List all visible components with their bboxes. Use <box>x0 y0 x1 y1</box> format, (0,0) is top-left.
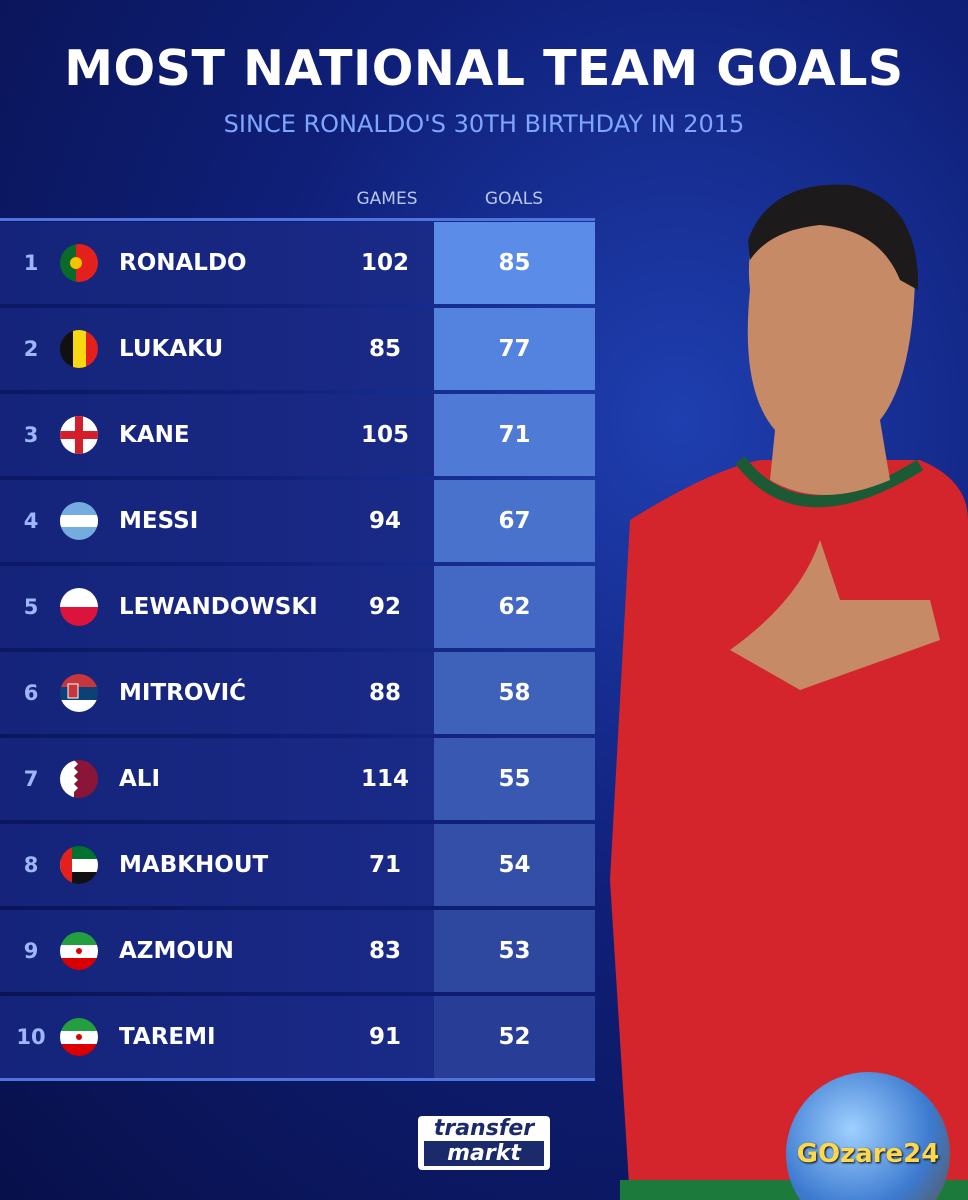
goals-cell: 67 <box>434 480 595 562</box>
goals: 77 <box>498 336 531 362</box>
rank: 6 <box>23 681 39 705</box>
rank: 4 <box>23 509 39 533</box>
goals-cell: 55 <box>434 738 595 820</box>
goals: 58 <box>498 680 531 706</box>
rank: 1 <box>23 251 39 275</box>
table-row: 1 RONALDO 102 85 <box>0 222 595 304</box>
column-header: GAMES <box>356 189 418 209</box>
logo: transfer markt <box>418 1116 550 1170</box>
subtitle: SINCE RONALDO'S 30TH BIRTHDAY IN 2015 <box>223 110 745 138</box>
player-name: KANE <box>119 422 190 448</box>
table-row: 5 LEWANDOWSKI 92 62 <box>0 566 595 648</box>
goals: 71 <box>498 422 531 448</box>
games: 91 <box>368 1024 401 1050</box>
goals: 85 <box>498 250 531 276</box>
table-row: 9 AZMOUN 83 53 <box>0 910 595 992</box>
player-photo <box>610 184 968 1200</box>
goals: 52 <box>498 1024 531 1050</box>
goals: 62 <box>498 594 531 620</box>
goals: 53 <box>498 938 531 964</box>
player-name: MABKHOUT <box>119 852 269 878</box>
player-name: ALI <box>119 766 161 792</box>
watermark: GOzare24 <box>786 1072 950 1200</box>
rank: 9 <box>23 939 39 963</box>
games: 94 <box>368 508 401 534</box>
table-row: 8 MABKHOUT 71 54 <box>0 824 595 906</box>
rank: 7 <box>23 767 39 791</box>
goals-cell: 52 <box>434 996 595 1078</box>
player-name: RONALDO <box>119 250 247 276</box>
games: 105 <box>360 422 409 448</box>
table-top-rule <box>0 218 595 221</box>
goals: 55 <box>498 766 531 792</box>
column-header: GOALS <box>484 189 544 209</box>
goals: 67 <box>498 508 531 534</box>
goals-cell: 58 <box>434 652 595 734</box>
rank: 8 <box>23 853 39 877</box>
games: 102 <box>360 250 409 276</box>
goals-cell: 71 <box>434 394 595 476</box>
table-row: 7 ALI 114 55 <box>0 738 595 820</box>
goals-cell: 85 <box>434 222 595 304</box>
logo-text: markt <box>424 1141 544 1166</box>
games: 85 <box>368 336 401 362</box>
games: 114 <box>360 766 409 792</box>
games: 71 <box>368 852 401 878</box>
logo-text: transfer <box>433 1116 535 1141</box>
games: 88 <box>368 680 401 706</box>
table-row: 10 TAREMI 91 52 <box>0 996 595 1078</box>
goals-cell: 53 <box>434 910 595 992</box>
rank: 10 <box>16 1025 46 1049</box>
player-name: MESSI <box>119 508 199 534</box>
flags <box>60 244 98 1056</box>
table-row: 4 MESSI 94 67 <box>0 480 595 562</box>
table-row: 2 LUKAKU 85 77 <box>0 308 595 390</box>
rank: 3 <box>23 423 39 447</box>
rank: 5 <box>23 595 39 619</box>
title: MOST NATIONAL TEAM GOALS <box>64 40 904 97</box>
goals-cell: 54 <box>434 824 595 906</box>
table-row: 6 MITROVIĆ 88 58 <box>0 652 595 734</box>
player-name: LUKAKU <box>119 336 224 362</box>
goals-cell: 62 <box>434 566 595 648</box>
goals: 54 <box>498 852 531 878</box>
games: 83 <box>368 938 401 964</box>
player-name: MITROVIĆ <box>119 680 247 706</box>
player-name: TAREMI <box>119 1024 216 1050</box>
table-bottom-rule <box>0 1078 595 1081</box>
table-row: 3 KANE 105 71 <box>0 394 595 476</box>
player-name: AZMOUN <box>119 938 234 964</box>
games: 92 <box>368 594 401 620</box>
player-name: LEWANDOWSKI <box>119 594 318 620</box>
rank: 2 <box>23 337 39 361</box>
goals-cell: 77 <box>434 308 595 390</box>
